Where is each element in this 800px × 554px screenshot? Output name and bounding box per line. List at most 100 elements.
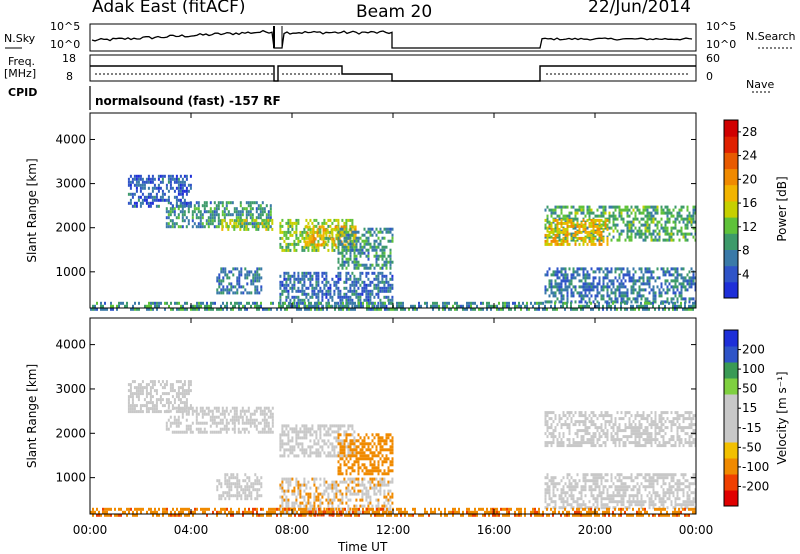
data-cell (369, 263, 372, 267)
data-cell (604, 267, 607, 271)
data-cell (620, 267, 623, 271)
data-cell (247, 210, 250, 214)
data-cell (359, 298, 362, 302)
data-cell (255, 224, 258, 228)
data-cell (339, 427, 342, 431)
data-cell (548, 411, 551, 415)
data-cell (205, 219, 208, 223)
data-cell (389, 451, 392, 455)
data-cell (124, 304, 126, 308)
data-cell (341, 424, 344, 428)
data-cell (321, 439, 324, 443)
data-cell (606, 223, 609, 227)
data-cell (265, 221, 268, 225)
data-cell (343, 221, 346, 225)
data-cell (300, 307, 302, 311)
data-cell (365, 469, 368, 473)
data-cell (391, 286, 394, 290)
data-cell (283, 230, 286, 234)
data-cell (279, 221, 282, 225)
data-cell (680, 214, 683, 218)
data-cell (320, 237, 323, 241)
data-cell (309, 486, 312, 490)
data-cell (221, 204, 224, 208)
data-cell (562, 423, 565, 427)
data-cell (646, 297, 649, 301)
data-cell (642, 276, 645, 280)
data-cell (610, 297, 613, 301)
data-cell (688, 232, 691, 236)
data-cell (325, 498, 328, 502)
data-cell (678, 304, 680, 308)
data-cell (546, 441, 549, 445)
data-cell (387, 433, 390, 437)
data-cell (381, 245, 384, 249)
data-cell (622, 273, 625, 277)
data-cell (230, 285, 233, 289)
data-cell (316, 234, 319, 238)
data-cell (141, 180, 144, 184)
data-cell (614, 267, 617, 271)
data-cell (482, 301, 484, 305)
data-cell (345, 433, 348, 437)
data-cell (169, 421, 172, 425)
data-cell (281, 427, 284, 431)
data-band-1 (127, 380, 192, 414)
data-cell (626, 297, 629, 301)
data-cell (213, 415, 216, 419)
data-cell (652, 301, 654, 305)
data-cell (375, 477, 378, 481)
data-cell (562, 297, 565, 301)
data-cell (353, 448, 356, 452)
data-cell (203, 430, 206, 434)
data-cell (133, 407, 136, 411)
data-cell (219, 418, 222, 422)
data-cell (646, 214, 649, 218)
data-cell (271, 227, 274, 231)
data-cell (594, 214, 597, 218)
data-cell (385, 433, 388, 437)
data-cell (642, 282, 645, 286)
data-cell (544, 300, 547, 304)
data-cell (586, 285, 589, 289)
data-cell (367, 454, 370, 458)
data-cell (327, 454, 330, 458)
data-cell (624, 238, 627, 242)
data-cell (327, 239, 330, 243)
data-cell (283, 430, 286, 434)
data-cell (606, 267, 609, 271)
data-band-7 (279, 271, 394, 308)
data-cell (339, 448, 342, 452)
data-cell (127, 404, 130, 408)
data-cell (363, 283, 366, 287)
data-cell (349, 248, 352, 252)
data-cell (544, 444, 547, 448)
data-cell (572, 217, 575, 221)
data-cell (387, 489, 390, 493)
data-cell (612, 205, 615, 209)
data-cell (385, 295, 388, 299)
data-cell (263, 412, 266, 416)
data-cell (568, 414, 571, 418)
data-cell (320, 234, 323, 238)
data-cell (688, 282, 691, 286)
data-cell (318, 513, 321, 517)
data-cell (576, 238, 579, 242)
data-cell (267, 427, 270, 431)
data-cell (199, 210, 202, 214)
data-cell (642, 273, 645, 277)
data-cell (357, 433, 360, 437)
data-cell (363, 439, 366, 443)
data-cell (127, 183, 130, 187)
data-cell (580, 435, 583, 439)
data-cell (359, 504, 362, 508)
data-cell (359, 466, 362, 470)
data-cell (291, 501, 294, 505)
data-cell (213, 225, 216, 229)
data-cell (335, 430, 338, 434)
data-cell (165, 216, 168, 220)
data-cell (554, 233, 557, 237)
data-cell (353, 442, 356, 446)
data-cell (692, 235, 695, 239)
